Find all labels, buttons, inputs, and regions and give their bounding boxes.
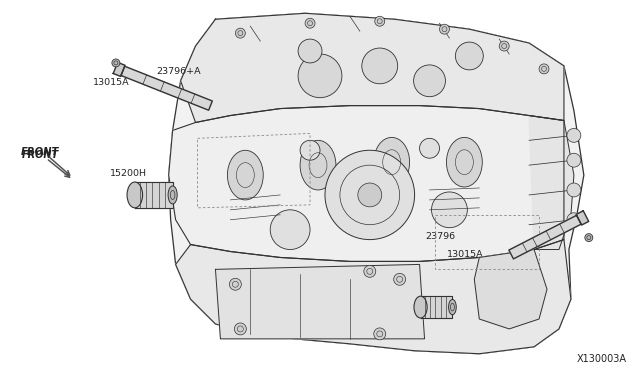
- Polygon shape: [113, 62, 125, 76]
- Polygon shape: [135, 182, 173, 208]
- Circle shape: [440, 24, 449, 34]
- Polygon shape: [169, 13, 584, 354]
- Circle shape: [305, 18, 315, 28]
- Polygon shape: [175, 240, 571, 354]
- Circle shape: [112, 59, 120, 67]
- Circle shape: [456, 42, 483, 70]
- Circle shape: [374, 328, 386, 340]
- Polygon shape: [509, 215, 581, 259]
- Polygon shape: [180, 13, 564, 122]
- Circle shape: [499, 41, 509, 51]
- Circle shape: [298, 39, 322, 63]
- Circle shape: [431, 192, 467, 228]
- Circle shape: [413, 65, 445, 97]
- Text: 23796: 23796: [426, 232, 456, 241]
- Text: 13015A: 13015A: [93, 78, 130, 87]
- Polygon shape: [474, 250, 547, 329]
- Circle shape: [229, 278, 241, 290]
- Circle shape: [585, 234, 593, 241]
- Circle shape: [358, 183, 381, 207]
- Circle shape: [539, 64, 549, 74]
- Ellipse shape: [227, 150, 263, 200]
- Text: FRONT: FRONT: [21, 147, 60, 157]
- Circle shape: [234, 323, 246, 335]
- Circle shape: [364, 265, 376, 277]
- Circle shape: [567, 213, 581, 227]
- Polygon shape: [169, 106, 564, 262]
- Polygon shape: [121, 66, 212, 110]
- Ellipse shape: [414, 296, 427, 318]
- Text: X130003A: X130003A: [577, 354, 627, 364]
- Circle shape: [325, 150, 415, 240]
- Circle shape: [300, 140, 320, 160]
- Circle shape: [236, 28, 245, 38]
- Text: FRONT: FRONT: [22, 150, 59, 160]
- Circle shape: [567, 153, 581, 167]
- Circle shape: [567, 128, 581, 142]
- Ellipse shape: [168, 186, 177, 204]
- Circle shape: [567, 183, 581, 197]
- Polygon shape: [420, 296, 452, 318]
- Text: 23796+A: 23796+A: [157, 67, 202, 76]
- Ellipse shape: [374, 137, 410, 187]
- Text: 15200M: 15200M: [397, 296, 436, 306]
- Circle shape: [420, 138, 440, 158]
- Text: 15200H: 15200H: [110, 169, 147, 177]
- Circle shape: [298, 54, 342, 98]
- Circle shape: [362, 48, 397, 84]
- Polygon shape: [529, 116, 574, 250]
- Ellipse shape: [449, 299, 456, 315]
- Polygon shape: [216, 264, 424, 339]
- Circle shape: [270, 210, 310, 250]
- Polygon shape: [576, 211, 589, 225]
- Circle shape: [394, 273, 406, 285]
- Ellipse shape: [447, 137, 483, 187]
- Text: 13015A: 13015A: [447, 250, 483, 259]
- Ellipse shape: [300, 140, 336, 190]
- Ellipse shape: [127, 182, 143, 208]
- Circle shape: [375, 16, 385, 26]
